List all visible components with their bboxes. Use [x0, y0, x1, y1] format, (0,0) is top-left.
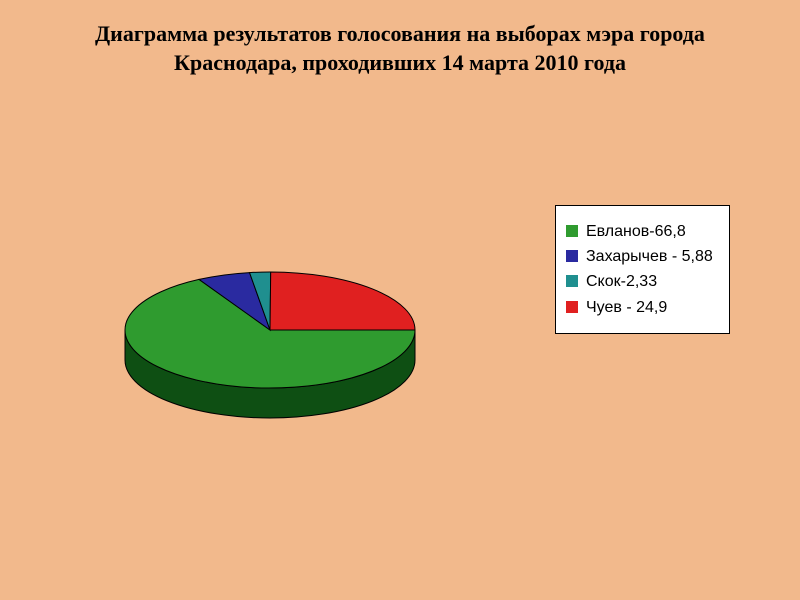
legend-label: Чуев - 24,9	[586, 298, 667, 317]
legend-item: Захарычев - 5,88	[566, 247, 713, 266]
legend-label: Евланов-66,8	[586, 222, 686, 241]
legend-item: Скок-2,33	[566, 272, 713, 291]
legend-label: Скок-2,33	[586, 272, 657, 291]
legend-item: Чуев - 24,9	[566, 298, 713, 317]
legend-swatch	[566, 275, 578, 287]
slide-page: Диаграмма результатов голосования на выб…	[0, 0, 800, 600]
legend-label: Захарычев - 5,88	[586, 247, 713, 266]
pie-chart	[123, 270, 417, 420]
pie-slice	[270, 272, 415, 330]
legend-swatch	[566, 301, 578, 313]
chart-legend: Евланов-66,8 Захарычев - 5,88 Скок-2,33 Чуе…	[555, 205, 730, 334]
page-title: Диаграмма результатов голосования на выб…	[0, 20, 800, 77]
legend-swatch	[566, 250, 578, 262]
legend-swatch	[566, 225, 578, 237]
legend-item: Евланов-66,8	[566, 222, 713, 241]
